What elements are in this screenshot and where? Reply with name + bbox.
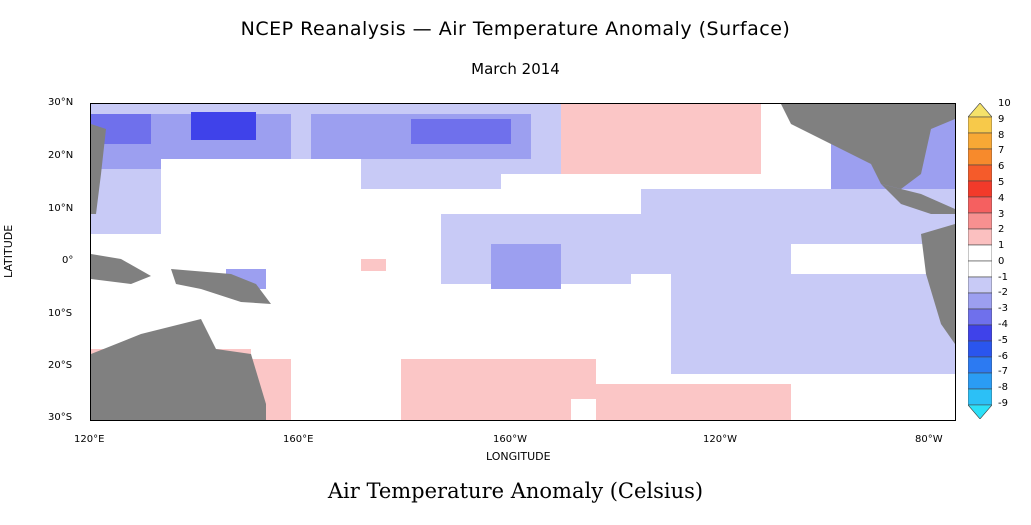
colorbar-swatch — [967, 164, 993, 182]
lat-tick-10s: 10°S — [48, 308, 73, 319]
warm-patch-north — [561, 104, 761, 174]
colorbar-tick-label: 10 — [998, 98, 1011, 109]
colorbar-swatch — [967, 148, 993, 166]
colorbar-swatch — [967, 372, 993, 390]
colorbar-swatch — [967, 308, 993, 326]
colorbar-tick-label: -2 — [998, 287, 1008, 299]
cool-band-west — [91, 189, 171, 234]
lon-tick-80w: 80°W — [915, 434, 943, 445]
colorbar-swatch — [967, 196, 993, 214]
anomaly-map — [90, 103, 956, 421]
colorbar-caption: Air Temperature Anomaly (Celsius) — [327, 479, 704, 503]
colorbar-swatch — [967, 180, 993, 198]
neutral-north-center — [501, 174, 641, 214]
colorbar-swatch — [967, 260, 993, 278]
land-mexico — [781, 104, 955, 189]
neutral-west — [161, 159, 361, 269]
colorbar-tick-label: -5 — [998, 334, 1008, 346]
colorbar-tick-label: 8 — [998, 129, 1005, 141]
land-australia — [91, 319, 266, 420]
lon-tick-120w: 120°W — [703, 434, 737, 445]
colorbar-swatch — [967, 340, 993, 358]
neutral-center — [251, 289, 671, 359]
x-axis-label: LONGITUDE — [486, 450, 551, 463]
colorbar — [967, 102, 993, 420]
colorbar-tick-label: -6 — [998, 350, 1008, 362]
colorbar-swatch — [967, 228, 993, 246]
colorbar-tick-label: -7 — [998, 366, 1008, 378]
colorbar-swatch — [967, 116, 993, 134]
colorbar-swatch — [967, 276, 993, 294]
colorbar-swatch — [967, 388, 993, 406]
colorbar-tick-label: 2 — [998, 224, 1005, 236]
lon-tick-120e: 120°E — [74, 434, 105, 445]
colorbar-canvas — [967, 102, 993, 420]
colorbar-swatch — [967, 212, 993, 230]
y-axis-label: LATITUDE — [2, 224, 15, 278]
land-new-guinea — [171, 269, 271, 304]
land-philippines — [91, 124, 106, 214]
cool-deep-north — [191, 112, 256, 140]
land-central-america — [881, 184, 955, 214]
warm-patch-tiny — [361, 259, 386, 271]
colorbar-tick-label: 7 — [998, 145, 1005, 157]
colorbar-tick-label: 3 — [998, 208, 1005, 220]
land-south-america — [921, 224, 955, 344]
colorbar-bottom-arrow — [967, 404, 993, 420]
colorbar-swatch — [967, 324, 993, 342]
chart-subtitle: March 2014 — [471, 60, 560, 78]
colorbar-swatch — [967, 356, 993, 374]
lat-tick-20n: 20°N — [48, 150, 74, 161]
colorbar-tick-label: 5 — [998, 176, 1005, 188]
chart-title: NCEP Reanalysis — Air Temperature Anomal… — [240, 18, 791, 40]
neutral-southeast — [791, 374, 955, 420]
cool-strong-north — [411, 119, 511, 144]
lat-tick-10n: 10°N — [48, 203, 74, 214]
lat-tick-30n: 30°N — [48, 97, 74, 108]
colorbar-tick-label: 6 — [998, 161, 1005, 173]
lat-tick-0: 0° — [62, 255, 74, 266]
colorbar-tick-label: -1 — [998, 271, 1008, 283]
warm-patch-south-2 — [436, 359, 596, 399]
lon-tick-160w: 160°W — [493, 434, 527, 445]
colorbar-tick-label: -3 — [998, 303, 1008, 315]
lat-tick-30s: 30°S — [48, 412, 73, 423]
colorbar-tick-label: -4 — [998, 319, 1008, 331]
colorbar-swatch — [967, 292, 993, 310]
map-canvas — [91, 104, 955, 420]
lon-tick-160e: 160°E — [283, 434, 314, 445]
colorbar-swatch — [967, 244, 993, 262]
cool-patch-mid — [691, 214, 791, 284]
cool-mid-equatorial — [491, 244, 561, 294]
colorbar-tick-label: -8 — [998, 382, 1008, 394]
land-indonesia — [91, 254, 151, 284]
colorbar-tick-label: 9 — [998, 113, 1005, 125]
colorbar-tick-label: 1 — [998, 240, 1005, 252]
colorbar-tick-label: 4 — [998, 192, 1005, 204]
colorbar-tick-label: 0 — [998, 255, 1005, 267]
colorbar-tick-label: -9 — [998, 398, 1008, 409]
colorbar-swatch — [967, 132, 993, 150]
colorbar-top-arrow — [967, 102, 993, 118]
lat-tick-20s: 20°S — [48, 360, 73, 371]
